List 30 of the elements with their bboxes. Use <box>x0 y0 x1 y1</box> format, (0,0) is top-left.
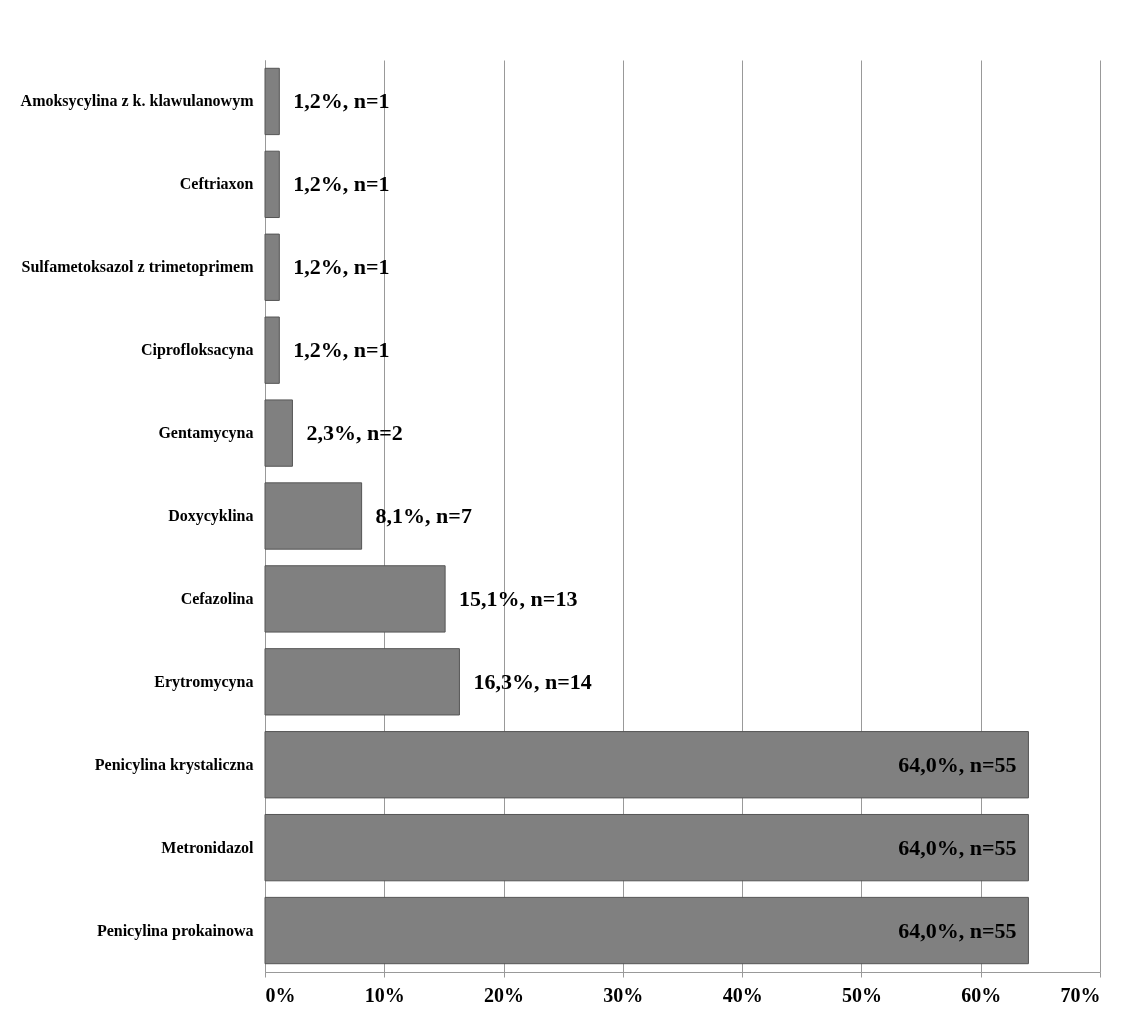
data-label: 1,2%, n=1 <box>293 254 390 280</box>
data-label: 1,2%, n=1 <box>293 88 390 114</box>
y-tick-label: Ciprofloksacyna <box>140 341 254 360</box>
data-label: 64,0%, n=55 <box>898 834 1017 860</box>
y-tick-label: Penicylina prokainowa <box>96 921 254 940</box>
x-tick-label: 20% <box>484 983 525 1006</box>
y-tick-label: Sulfametoksazol z trimetoprimem <box>21 258 255 277</box>
x-tick-label: 40% <box>722 983 763 1006</box>
x-tick-label: 50% <box>841 983 882 1006</box>
x-tick-label: 60% <box>961 983 1002 1006</box>
x-tick-label: 30% <box>603 983 644 1006</box>
y-tick-label: Cefazolina <box>180 589 254 607</box>
y-tick-label: Gentamycyna <box>158 424 254 443</box>
y-tick-label: Penicylina krystaliczna <box>94 755 254 774</box>
data-label: 64,0%, n=55 <box>898 917 1017 943</box>
y-tick-label: Erytromycyna <box>154 672 254 691</box>
data-label: 16,3%, n=14 <box>473 668 592 694</box>
data-label: 64,0%, n=55 <box>898 751 1017 777</box>
y-tick-label: Ceftriaxon <box>179 175 254 193</box>
data-label: 2,3%, n=2 <box>306 420 403 446</box>
y-tick-label: Amoksycylina z k. klawulanowym <box>20 92 255 111</box>
x-tick-label: 0% <box>265 983 296 1006</box>
data-label: 15,1%, n=13 <box>459 585 578 611</box>
y-tick-label: Metronidazol <box>161 838 255 856</box>
x-tick-label: 10% <box>364 983 405 1006</box>
data-label: 1,2%, n=1 <box>293 171 390 197</box>
x-tick-label: 70% <box>1060 983 1101 1006</box>
y-tick-label: Doxycyklina <box>168 507 254 525</box>
data-label: 8,1%, n=7 <box>375 503 472 528</box>
data-label: 1,2%, n=1 <box>293 337 390 363</box>
